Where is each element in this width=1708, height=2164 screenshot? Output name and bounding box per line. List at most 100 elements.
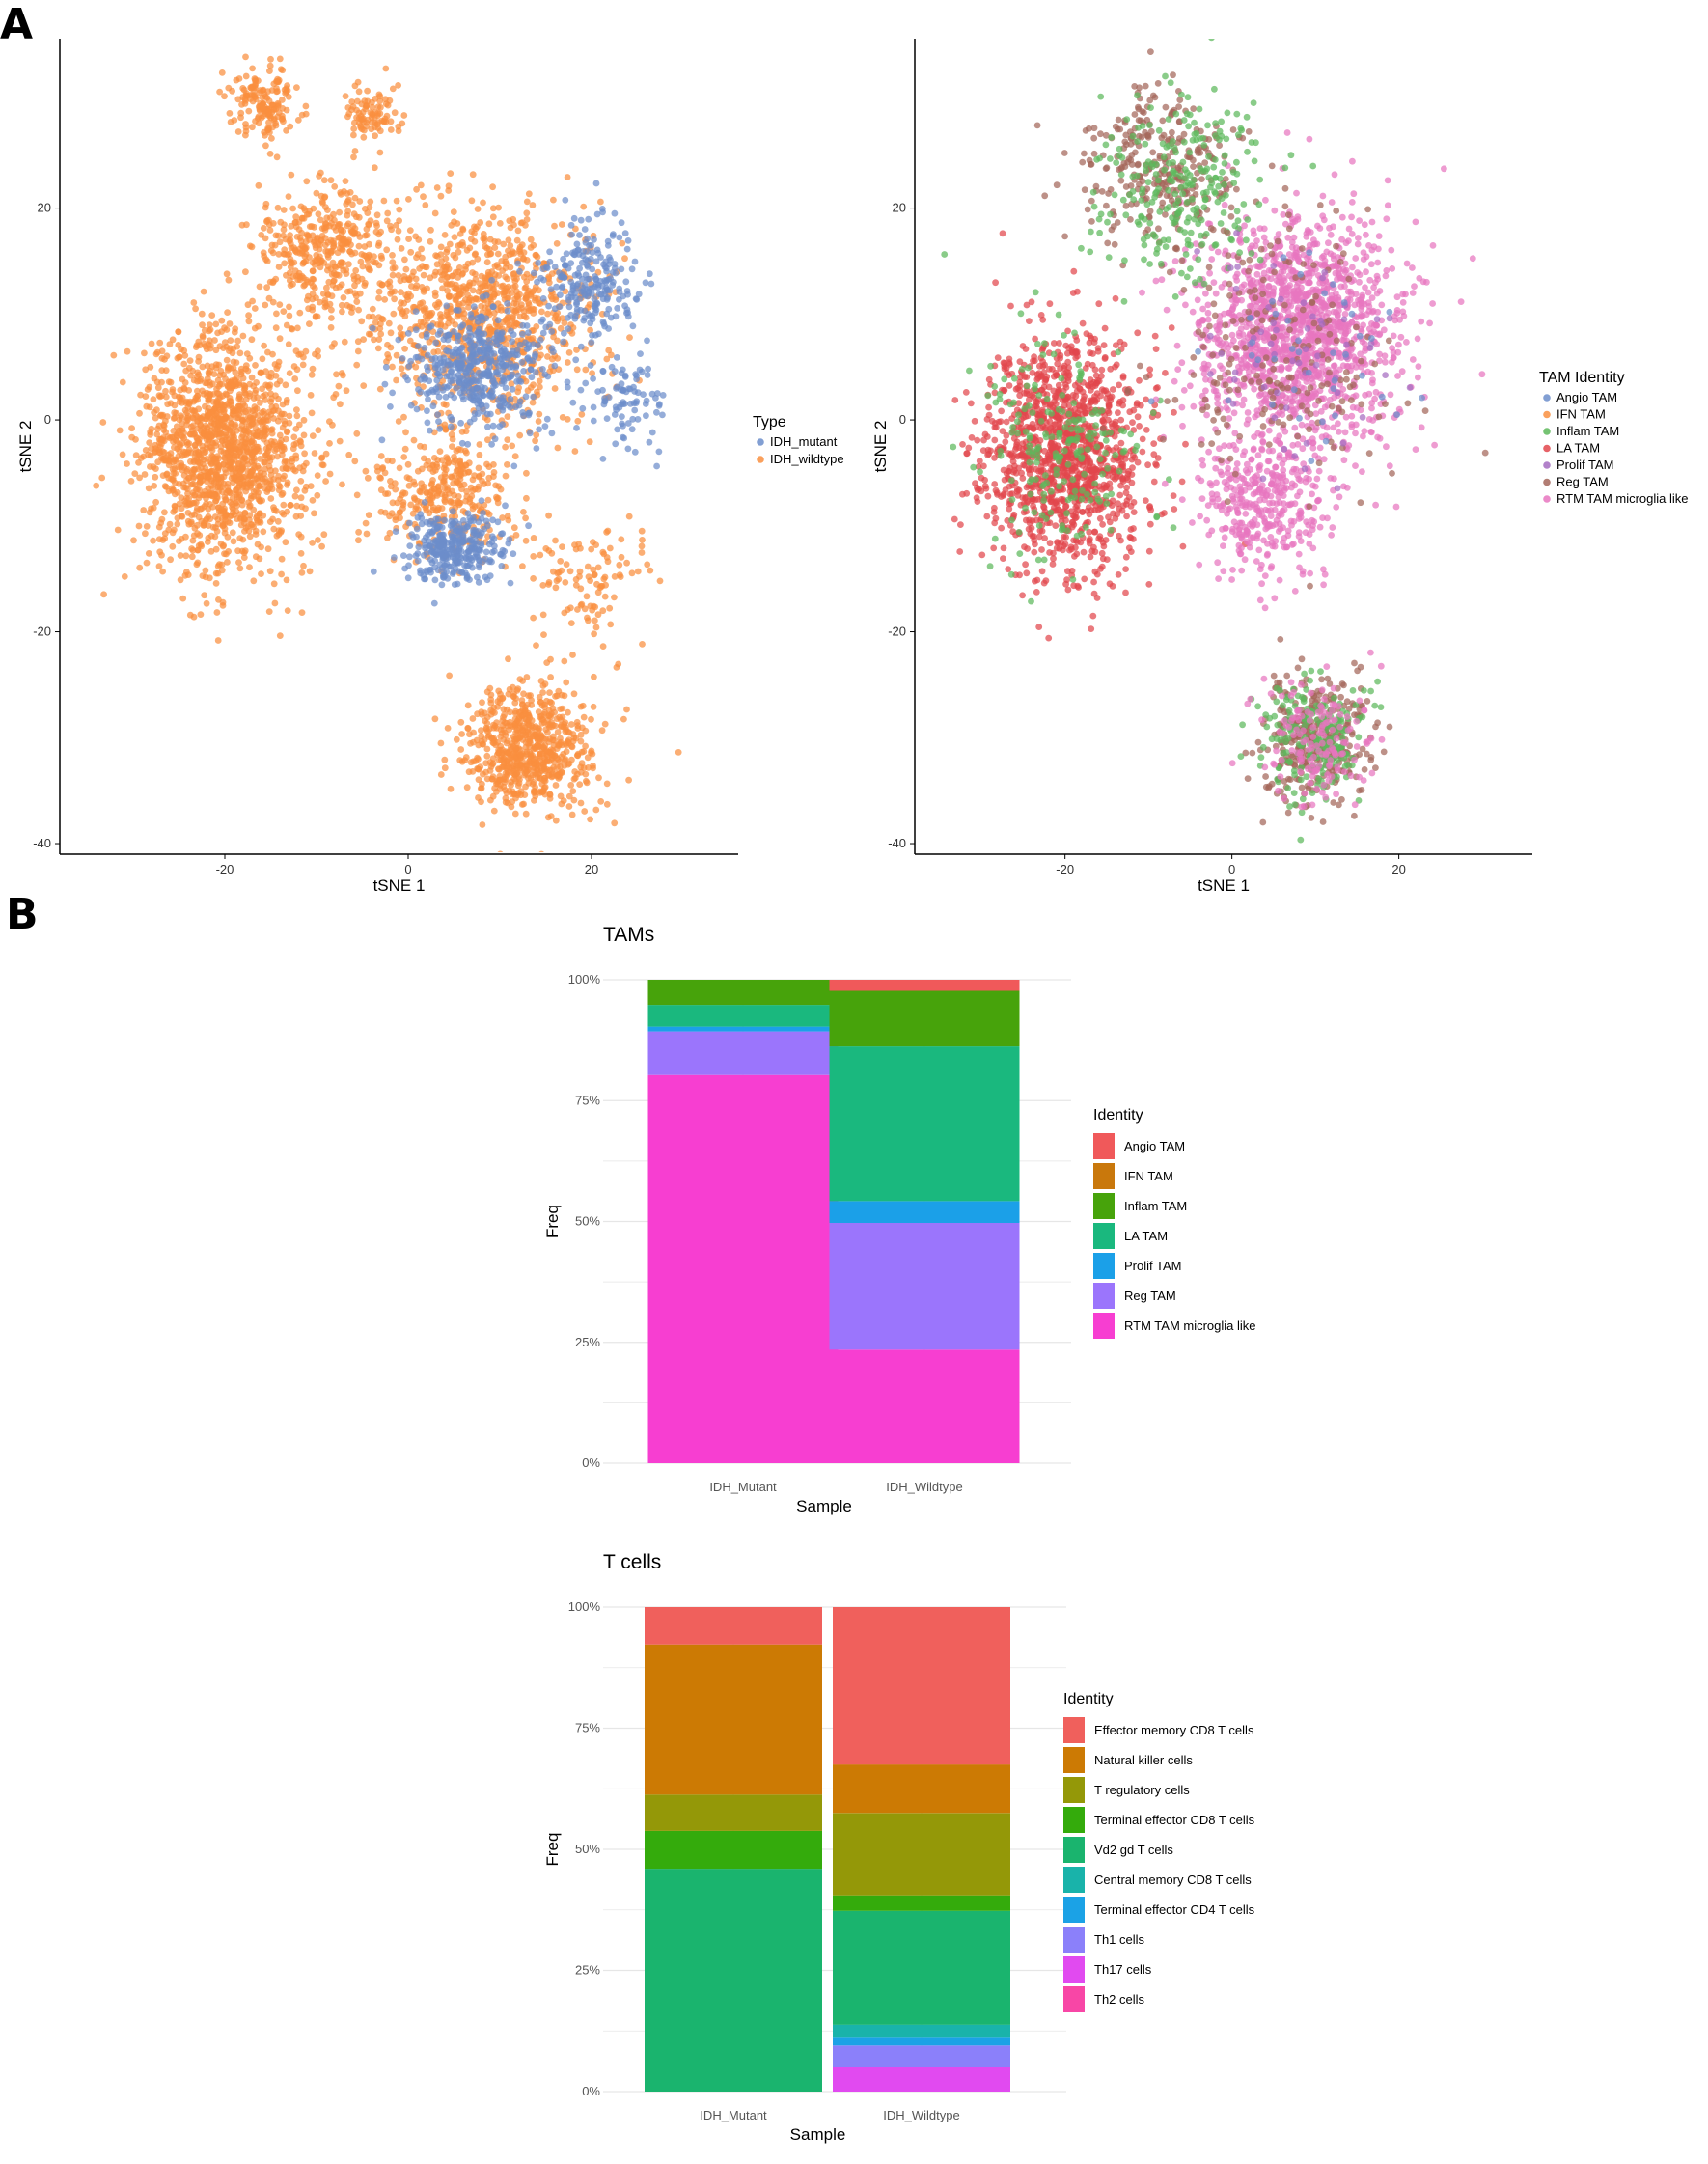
scatter-point-idh-wildtype: [212, 458, 220, 466]
scatter-point-idh-wildtype: [305, 305, 312, 313]
scatter-point-idh-wildtype: [592, 541, 599, 548]
scatter-point-idh-wildtype: [408, 283, 415, 290]
scatter-point-idh-wildtype: [291, 375, 299, 382]
scatter-point-idh-mutant: [452, 565, 459, 572]
scatter-point-idh-mutant: [429, 402, 437, 410]
scatter-point-idh-wildtype: [471, 230, 478, 236]
scatter-point-idh-wildtype: [376, 385, 384, 393]
scatter-point-idh-wildtype: [395, 82, 401, 89]
scatter-point-idh-wildtype: [206, 321, 213, 328]
scatter-point-idh-wildtype: [419, 254, 426, 262]
scatter-point-idh-wildtype: [164, 401, 172, 408]
scatter-point-idh-wildtype: [518, 712, 526, 720]
scatter-point-idh-wildtype: [241, 509, 249, 516]
scatter-point-idh-wildtype: [281, 458, 289, 466]
scatter-point-idh-wildtype: [283, 271, 289, 279]
scatter-point-idh-wildtype: [337, 401, 344, 408]
scatter-point-idh-wildtype: [437, 311, 444, 318]
scatter-point-idh-wildtype: [292, 213, 300, 221]
scatter-point-idh-wildtype: [234, 337, 242, 345]
scatter-point-idh-wildtype: [283, 127, 289, 134]
scatter-point-idh-mutant: [491, 335, 498, 342]
scatter-point-idh-wildtype: [476, 451, 483, 458]
scatter-point-idh-mutant: [460, 396, 467, 403]
scatter-point-idh-wildtype: [275, 264, 283, 270]
scatter-point-idh-wildtype: [606, 544, 614, 552]
scatter-point-idh-mutant: [407, 357, 414, 365]
scatter-point-idh-wildtype: [551, 385, 559, 392]
scatter-point-idh-wildtype: [395, 227, 402, 235]
scatter-point-idh-wildtype: [246, 242, 254, 250]
scatter-point-idh-wildtype: [218, 415, 225, 423]
scatter-point-idh-wildtype: [192, 486, 200, 493]
scatter-point-idh-wildtype: [169, 336, 177, 344]
scatter-point-idh-mutant: [564, 383, 571, 391]
scatter-point-idh-mutant: [475, 334, 482, 341]
scatter-point-idh-wildtype: [278, 443, 286, 450]
scatter-point-idh-wildtype: [539, 611, 547, 619]
scatter-point-idh-wildtype: [358, 275, 366, 283]
scatter-point-idh-wildtype: [264, 126, 271, 134]
y-tick-label: -20: [33, 624, 51, 639]
scatter-point-idh-wildtype: [297, 350, 305, 358]
scatter-point-idh-wildtype: [543, 758, 551, 765]
scatter-point-idh-wildtype: [260, 416, 267, 424]
scatter-point-idh-wildtype: [594, 589, 602, 596]
scatter-point-idh-wildtype: [280, 226, 288, 234]
scatter-point-idh-wildtype: [350, 125, 358, 132]
scatter-point-idh-wildtype: [440, 477, 448, 485]
scatter-point-idh-wildtype: [391, 288, 399, 295]
scatter-point-idh-wildtype: [467, 484, 475, 491]
scatter-point-idh-mutant: [433, 376, 441, 384]
scatter-point-idh-wildtype: [563, 679, 570, 686]
scatter-point-idh-wildtype: [291, 467, 299, 475]
scatter-point-idh-wildtype: [441, 232, 449, 238]
scatter-point-idh-mutant: [467, 311, 475, 318]
scatter-point-idh-wildtype: [336, 208, 343, 216]
scatter-point-idh-wildtype: [232, 423, 238, 430]
scatter-point-idh-wildtype: [370, 259, 377, 266]
scatter-point-idh-wildtype: [222, 469, 230, 477]
scatter-point-idh-wildtype: [638, 542, 646, 550]
scatter-point-idh-wildtype: [290, 433, 298, 441]
scatter-point-idh-wildtype: [613, 664, 620, 671]
scatter-point-idh-wildtype: [294, 117, 302, 124]
scatter-point-idh-wildtype: [437, 243, 445, 251]
scatter-point-idh-wildtype: [522, 810, 530, 818]
scatter-point-idh-wildtype: [315, 210, 322, 218]
scatter-point-idh-wildtype: [417, 181, 425, 189]
scatter-point-idh-wildtype: [276, 431, 284, 439]
scatter-point-idh-wildtype: [438, 258, 445, 264]
scatter-point-idh-wildtype: [572, 545, 580, 553]
scatter-point-idh-wildtype: [201, 592, 208, 599]
scatter-point-idh-wildtype: [257, 370, 264, 377]
scatter-point-idh-wildtype: [215, 596, 222, 603]
scatter-point-idh-wildtype: [500, 240, 508, 248]
scatter-point-idh-wildtype: [240, 448, 247, 455]
scatter-point-idh-wildtype: [387, 329, 395, 337]
scatter-point-idh-wildtype: [183, 466, 191, 473]
scatter-point-idh-wildtype: [447, 170, 455, 178]
scatter-point-idh-wildtype: [320, 531, 328, 539]
scatter-point-idh-wildtype: [638, 549, 646, 556]
scatter-point-idh-wildtype: [395, 418, 402, 425]
scatter-point-idh-wildtype: [417, 300, 424, 307]
scatter-point-idh-wildtype: [250, 461, 258, 469]
scatter-point-idh-wildtype: [286, 419, 293, 427]
scatter-point-idh-wildtype: [611, 819, 619, 827]
scatter-point-idh-wildtype: [267, 495, 275, 502]
scatter-point-idh-wildtype: [597, 798, 605, 805]
scatter-point-idh-wildtype: [244, 467, 252, 475]
scatter-point-idh-wildtype: [280, 501, 288, 509]
scatter-point-idh-wildtype: [426, 310, 433, 317]
scatter-point-idh-wildtype: [568, 811, 576, 818]
scatter-point-idh-wildtype: [398, 245, 405, 252]
scatter-point-idh-mutant: [443, 347, 450, 354]
scatter-point-idh-wildtype: [239, 464, 247, 471]
scatter-point-idh-wildtype: [262, 142, 269, 150]
scatter-point-idh-wildtype: [256, 510, 263, 517]
scatter-point-idh-wildtype: [478, 727, 484, 735]
scatter-point-idh-wildtype: [511, 307, 518, 315]
scatter-point-idh-wildtype: [183, 421, 191, 429]
scatter-point-idh-wildtype: [315, 352, 321, 360]
